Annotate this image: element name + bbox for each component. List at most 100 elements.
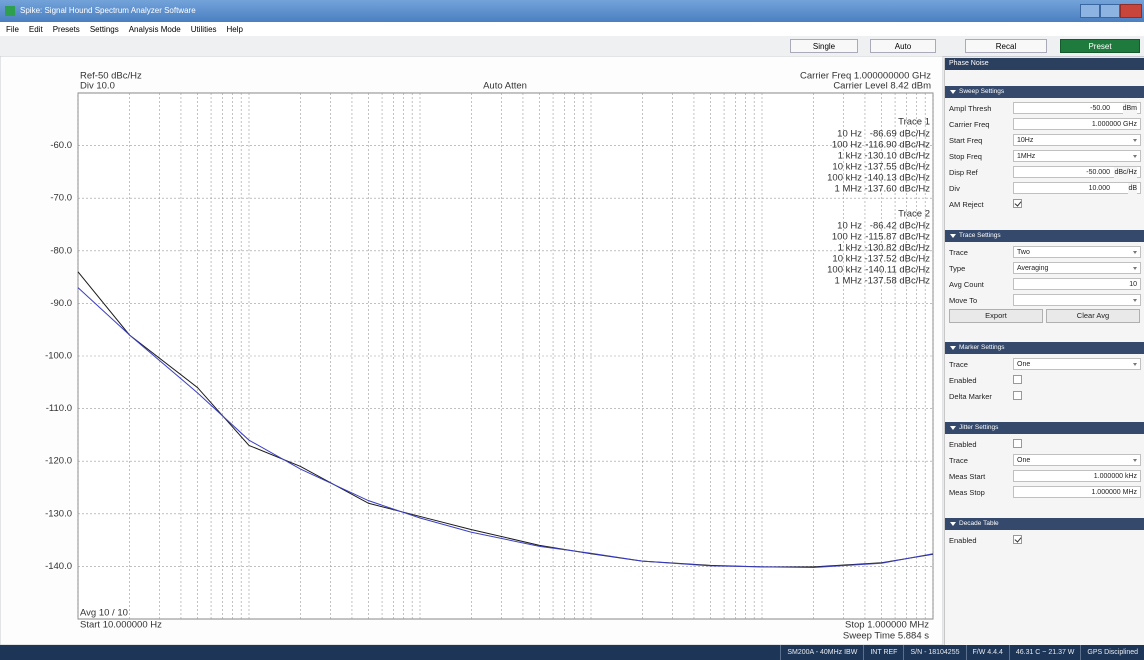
menu-item[interactable]: Presets <box>52 24 80 34</box>
text-input[interactable]: -50.00 dBm <box>1013 102 1141 114</box>
settings-row: Avg Count 10 <box>945 276 1144 292</box>
field-value: 10 <box>1129 281 1137 288</box>
decade-value: -130.82 dBc/Hz <box>865 243 931 254</box>
menu-item[interactable]: Settings <box>89 24 119 34</box>
settings-row: Start Freq 10Hz <box>945 132 1144 148</box>
menu-item[interactable]: File <box>6 24 19 34</box>
decade-frequency: 100 kHz <box>827 265 862 276</box>
decade-frequency: 100 kHz <box>827 173 862 184</box>
status-item: GPS Disciplined <box>1080 645 1144 660</box>
decade-value: -140.13 dBc/Hz <box>865 173 931 184</box>
minimize-button[interactable] <box>1080 4 1100 18</box>
checkbox[interactable] <box>1013 391 1022 400</box>
maximize-button[interactable] <box>1100 4 1120 18</box>
dropdown[interactable]: 1MHz <box>1013 150 1141 162</box>
section-header[interactable]: Trace Settings <box>945 230 1144 242</box>
field-label: AM Reject <box>949 200 984 209</box>
settings-row: Enabled <box>945 436 1144 452</box>
settings-section: Sweep Settings Ampl Thresh -50.00 dBm Carrie… <box>945 86 1144 212</box>
section-header[interactable]: Jitter Settings <box>945 422 1144 434</box>
settings-row: Stop Freq 1MHz <box>945 148 1144 164</box>
dropdown[interactable] <box>1013 294 1141 306</box>
trace-table-title: Trace 2 <box>898 209 930 220</box>
text-input[interactable]: 10.000 dB <box>1013 182 1141 194</box>
settings-row: Ampl Thresh -50.00 dBm <box>945 100 1144 116</box>
field-value: -50.000 <box>1086 169 1110 176</box>
field-label: Meas Start <box>949 472 986 481</box>
panel-button[interactable]: Export <box>949 309 1043 323</box>
settings-panel: Phase Noise Sweep Settings Ampl Thresh -50.… <box>944 58 1144 645</box>
trace-line <box>77 287 934 568</box>
text-input[interactable]: 1.000000 kHz <box>1013 470 1141 482</box>
settings-row: Disp Ref -50.000 dBc/Hz <box>945 164 1144 180</box>
field-value: One <box>1017 361 1031 368</box>
field-label: Delta Marker <box>949 392 992 401</box>
settings-row: Trace Two <box>945 244 1144 260</box>
field-unit: dB <box>1128 183 1137 194</box>
field-label: Enabled <box>949 536 977 545</box>
text-input[interactable]: 1.000000 GHz <box>1013 118 1141 130</box>
decade-value: -116.90 dBc/Hz <box>865 140 930 151</box>
checkbox[interactable] <box>1013 439 1022 448</box>
settings-row: Trace One <box>945 452 1144 468</box>
y-tick-label: -140.0 <box>45 561 72 572</box>
checkbox[interactable] <box>1013 375 1022 384</box>
text-input[interactable]: 1.000000 MHz <box>1013 486 1141 498</box>
status-bar: SM200A - 40MHz IBW INT REF S/N - 18104255 F… <box>0 645 1144 660</box>
decade-frequency: 10 kHz <box>832 254 862 265</box>
average: Avg 10 / 10 <box>80 608 128 619</box>
checkbox[interactable] <box>1013 535 1022 544</box>
dropdown[interactable]: 10Hz <box>1013 134 1141 146</box>
settings-row: Meas Start 1.000000 kHz <box>945 468 1144 484</box>
dropdown[interactable]: One <box>1013 358 1141 370</box>
carrier-level: Carrier Level 8.42 dBm <box>833 81 931 92</box>
settings-row: Trace One <box>945 356 1144 372</box>
close-button[interactable] <box>1120 4 1142 18</box>
dropdown[interactable]: Two <box>1013 246 1141 258</box>
dropdown[interactable]: Averaging <box>1013 262 1141 274</box>
panel-title: Phase Noise <box>945 58 1144 70</box>
field-value: 1.000000 GHz <box>1091 121 1137 128</box>
settings-section: Decade Table Enabled <box>945 518 1144 548</box>
field-value: 1.000000 kHz <box>1093 473 1137 480</box>
y-tick-label: -90.0 <box>50 298 72 309</box>
menu-item[interactable]: Help <box>226 24 243 34</box>
menu-item[interactable]: Analysis Mode <box>128 24 181 34</box>
title-bar: Spike: Signal Hound Spectrum Analyzer So… <box>0 0 1144 22</box>
menu-item[interactable]: Utilities <box>190 24 217 34</box>
dropdown[interactable]: One <box>1013 454 1141 466</box>
status-item: 46.31 C ~ 21.37 W <box>1008 645 1081 660</box>
decade-value: -86.42 dBc/Hz <box>870 221 930 232</box>
toolbar-button[interactable]: Auto <box>870 39 936 53</box>
panel-button[interactable]: Clear Avg <box>1046 309 1140 323</box>
settings-row: Enabled <box>945 532 1144 548</box>
section-header[interactable]: Decade Table <box>945 518 1144 530</box>
settings-row: Div 10.000 dB <box>945 180 1144 196</box>
toolbar-button[interactable]: Preset <box>1060 39 1140 53</box>
field-value: 1.000000 MHz <box>1091 489 1137 496</box>
y-tick-label: -130.0 <box>45 508 72 519</box>
toolbar-button[interactable]: Recal <box>965 39 1047 53</box>
field-value: Averaging <box>1017 265 1049 272</box>
y-tick-label: -100.0 <box>45 351 72 362</box>
decade-frequency: 10 kHz <box>832 162 862 173</box>
text-input[interactable]: -50.000 dBc/Hz <box>1013 166 1141 178</box>
y-tick-label: -70.0 <box>50 193 72 204</box>
stop-freq: Stop 1.000000 MHz <box>845 620 929 631</box>
division: Div 10.0 <box>80 81 115 92</box>
checkbox[interactable] <box>1013 199 1022 208</box>
menu-item[interactable]: Edit <box>28 24 43 34</box>
section-header[interactable]: Sweep Settings <box>945 86 1144 98</box>
decade-value: -115.87 dBc/Hz <box>865 232 930 243</box>
decade-frequency: 100 Hz <box>832 140 862 151</box>
field-label: Stop Freq <box>949 152 982 161</box>
app-icon <box>5 6 15 16</box>
atten: Auto Atten <box>483 81 527 92</box>
y-tick-label: -120.0 <box>45 456 72 467</box>
toolbar-button[interactable]: Single <box>790 39 858 53</box>
field-label: Type <box>949 264 966 273</box>
decade-value: -137.55 dBc/Hz <box>865 162 931 173</box>
text-input[interactable]: 10 <box>1013 278 1141 290</box>
section-header[interactable]: Marker Settings <box>945 342 1144 354</box>
field-label: Enabled <box>949 440 977 449</box>
